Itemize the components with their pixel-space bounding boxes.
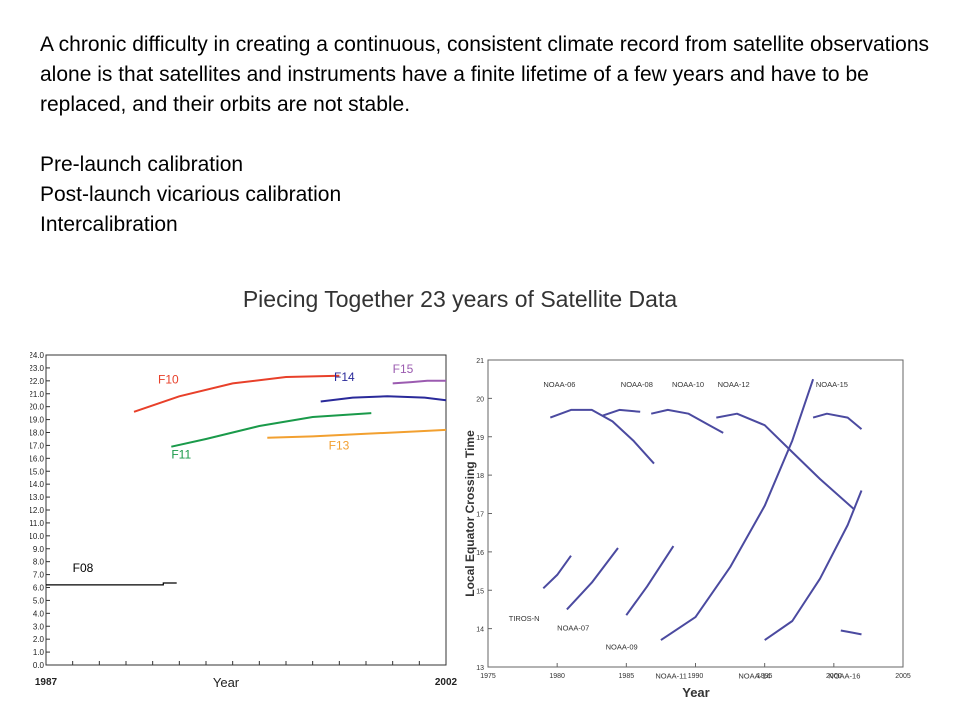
y-tick-label: 7.0 xyxy=(33,571,45,580)
series-label-f13: F13 xyxy=(329,438,350,452)
noaa-chart: 13 14 15 16 17 18 19 20 21 1975 1980 1985 1990 1995 20… xyxy=(463,358,911,700)
bullet-prelaunch: Pre-launch calibration xyxy=(40,153,244,176)
series-label-noaa-09: NOAA-09 xyxy=(606,643,638,652)
x-tick-label: 1985 xyxy=(619,673,635,680)
series-line-f13 xyxy=(267,428,447,439)
plot-frame xyxy=(45,354,447,666)
series-line-noaa-08 xyxy=(602,408,641,417)
series-line-noaa-09 xyxy=(625,545,675,616)
y-tick-label: 0.0 xyxy=(33,661,45,670)
y-tick-label: 15 xyxy=(476,588,484,595)
series-label-noaa-08: NOAA-08 xyxy=(621,380,653,389)
y-tick-label: 21.0 xyxy=(30,390,45,399)
y-tick-label: 8.0 xyxy=(33,558,45,567)
series-line-noaa-15 xyxy=(812,412,863,430)
y-tick-label: 18 xyxy=(476,473,484,480)
y-tick-label: 5.0 xyxy=(33,596,45,605)
series-line-noaa-12 xyxy=(716,412,856,511)
series-line-f10 xyxy=(133,374,340,413)
series-label-f14: F14 xyxy=(334,370,355,384)
y-tick-label: 15.0 xyxy=(30,467,45,476)
series-line-f08 xyxy=(46,582,177,586)
series-label-noaa-06: NOAA-06 xyxy=(543,380,575,389)
series-line-noaa-16 xyxy=(840,629,862,636)
x-tick-label: 1990 xyxy=(688,673,704,680)
x-tick-label: 1987 xyxy=(35,677,58,688)
y-tick-label: 6.0 xyxy=(33,584,45,593)
y-tick-label: 16 xyxy=(476,550,484,557)
series-line-noaa-14 xyxy=(764,490,863,641)
y-tick-label: 19 xyxy=(476,435,484,442)
series-label-f15: F15 xyxy=(393,362,414,376)
y-tick-label: 24.0 xyxy=(30,351,45,360)
bullet-postlaunch: Post-launch vicarious calibration xyxy=(40,183,342,206)
series-line-f11 xyxy=(171,412,372,448)
y-tick-label: 13.0 xyxy=(30,493,45,502)
y-tick-label: 17.0 xyxy=(30,441,45,450)
y-axis-label: Local Equator Crossing Time xyxy=(463,430,477,597)
x-axis-label: Year xyxy=(213,675,240,690)
y-tick-label: 10.0 xyxy=(30,532,45,541)
series-label-noaa-16: NOAA-16 xyxy=(828,672,860,681)
y-tick-label: 9.0 xyxy=(33,545,45,554)
y-tick-label: 17 xyxy=(476,512,484,519)
y-tick-label: 3.0 xyxy=(33,622,45,631)
x-tick-label: 1975 xyxy=(480,673,496,680)
series-label-f10: F10 xyxy=(158,372,179,386)
y-tick-label: 20.0 xyxy=(30,403,45,412)
x-tick-label: 2000 xyxy=(826,673,842,680)
series-label-noaa-14: NOAA-14 xyxy=(738,672,770,681)
y-tick-label: 20 xyxy=(476,396,484,403)
y-tick-label: 4.0 xyxy=(33,609,45,618)
series-label-f08: F08 xyxy=(73,561,94,575)
y-tick-label: 14 xyxy=(476,627,484,634)
y-tick-label: 16.0 xyxy=(30,454,45,463)
y-tick-label: 14.0 xyxy=(30,480,45,489)
y-tick-label: 11.0 xyxy=(30,519,45,528)
y-tick-label: 19.0 xyxy=(30,416,45,425)
bullet-intercalibration: Intercalibration xyxy=(40,213,178,236)
x-tick-label: 1995 xyxy=(757,673,773,680)
x-tick-label: 2005 xyxy=(895,673,911,680)
intro-paragraph: A chronic difficulty in creating a conti… xyxy=(40,33,930,116)
x-axis-label: Year xyxy=(682,685,709,700)
series-line-f14 xyxy=(320,395,447,403)
y-tick-label: 1.0 xyxy=(33,648,45,657)
x-tick-label: 1980 xyxy=(549,673,565,680)
series-line-noaa-10 xyxy=(650,408,724,434)
y-tick-label: 22.0 xyxy=(30,377,45,386)
dmsp-chart: 0.0 1.0 2.0 3.0 4.0 5.0 6.0 7.0 8.0 9.0 10.0 11.0 12… xyxy=(30,351,458,690)
series-label-noaa-07: NOAA-07 xyxy=(557,624,589,633)
series-line-f15 xyxy=(392,379,446,385)
series-label-noaa-10: NOAA-10 xyxy=(672,380,704,389)
y-tick-label: 18.0 xyxy=(30,429,45,438)
series-label-noaa-12: NOAA-12 xyxy=(718,380,750,389)
plot-frame xyxy=(487,359,904,668)
series-line-noaa-11 xyxy=(660,378,815,641)
figure-title: Piecing Together 23 years of Satellite D… xyxy=(242,286,678,312)
y-tick-label: 12.0 xyxy=(30,506,45,515)
series-label-f11: F11 xyxy=(171,447,191,461)
slide-text: A chronic difficulty in creating a conti… xyxy=(40,30,940,240)
series-label-noaa-11: NOAA-11 xyxy=(655,672,687,681)
y-tick-label: 13 xyxy=(476,665,484,672)
y-tick-label: 2.0 xyxy=(33,635,45,644)
y-tick-label: 23.0 xyxy=(30,364,45,373)
x-tick-label: 2002 xyxy=(435,677,458,688)
series-line-noaa-07 xyxy=(566,547,619,611)
series-line-tiros-n xyxy=(542,555,572,590)
series-label-tiros-n: TIROS-N xyxy=(509,614,540,623)
series-label-noaa-15: NOAA-15 xyxy=(816,380,848,389)
y-tick-label: 21 xyxy=(476,358,484,365)
series-line-noaa-06 xyxy=(549,408,655,465)
